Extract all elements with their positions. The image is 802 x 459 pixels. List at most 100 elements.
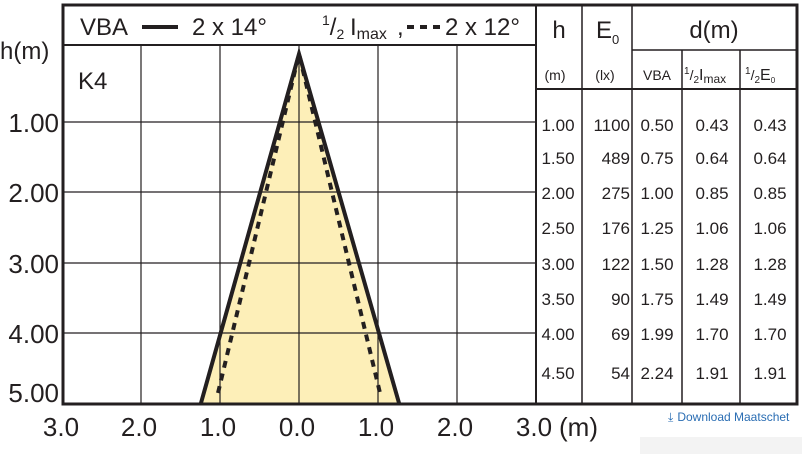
cell-e: 0.43 [753, 116, 786, 135]
x-tick: 0.0 [279, 412, 315, 442]
header-d-vba: VBA [643, 67, 672, 83]
table-row: 2.50 176 1.25 1.06 1.06 [541, 219, 786, 238]
header-e0: E0 [596, 17, 619, 47]
y-tick: 1.00 [8, 108, 59, 138]
cell-e: 1.91 [753, 364, 786, 383]
legend-separator: , [397, 14, 404, 41]
cell-vba: 1.25 [640, 219, 673, 238]
table-row: 3.50 90 1.75 1.49 1.49 [541, 290, 786, 309]
cell-e: 1.28 [753, 255, 786, 274]
header-d-imax: 1/2Imax [684, 66, 726, 86]
table-row: 1.00 1100 0.50 0.43 0.43 [541, 116, 786, 135]
cell-e0: 275 [602, 184, 630, 203]
x-tick: 1.0 [200, 412, 236, 442]
header-h-unit: (m) [545, 67, 566, 83]
beam-plot [63, 45, 536, 404]
header-h: h [552, 17, 565, 44]
cell-vba: 1.75 [640, 290, 673, 309]
table-row: 4.50 54 2.24 1.91 1.91 [541, 364, 786, 383]
cell-h: 4.50 [541, 364, 574, 383]
cell-imax: 1.49 [695, 290, 728, 309]
table-header: h E0 d(m) (m) (lx) VBA 1/2Imax 1/2E0 [545, 17, 776, 86]
cell-h: 2.00 [541, 184, 574, 203]
cell-h: 2.50 [541, 219, 574, 238]
x-tick: 2.0 [121, 412, 157, 442]
cell-imax: 1.70 [695, 325, 728, 344]
half-sup: 1 [745, 66, 751, 77]
download-label: Download Maatschet [677, 410, 790, 424]
y-tick: 5.00 [8, 378, 59, 408]
y-axis-label: h(m) [0, 38, 49, 65]
cell-e0: 54 [611, 364, 630, 383]
download-link[interactable]: ⤓ Download Maatschet [668, 408, 789, 426]
cell-h: 4.00 [541, 325, 574, 344]
solid-beam-line [199, 46, 401, 404]
half-sub: 2 [754, 75, 760, 86]
y-axis-ticks: 1.00 2.00 3.00 4.00 5.00 [8, 108, 59, 408]
table-row: 1.50 489 0.75 0.64 0.64 [541, 149, 786, 168]
half-slash: / [751, 67, 755, 83]
e-sub: 0 [771, 76, 776, 85]
cell-imax: 1.28 [695, 255, 728, 274]
legend-half-sub: 2 [336, 26, 344, 42]
cell-e: 1.06 [753, 219, 786, 238]
header-e0-e: E [596, 17, 612, 44]
table-row: 2.00 275 1.00 0.85 0.85 [541, 184, 786, 203]
header-e0-sub: 0 [612, 32, 619, 47]
x-tick: 3.0 [516, 412, 552, 442]
cell-vba: 1.00 [640, 184, 673, 203]
cell-imax: 0.43 [695, 116, 728, 135]
legend-imax-i: I [350, 14, 357, 41]
cell-e: 1.49 [753, 290, 786, 309]
legend-solid-label: VBA [80, 14, 128, 41]
cell-e: 0.85 [753, 184, 786, 203]
legend-imax: Imax [350, 14, 387, 43]
cell-h: 1.50 [541, 149, 574, 168]
y-tick: 2.00 [8, 178, 59, 208]
x-tick: 3.0 [43, 412, 79, 442]
y-tick: 3.00 [8, 249, 59, 279]
header-d: d(m) [689, 17, 738, 44]
grid-lines [63, 45, 536, 403]
cell-e0: 176 [602, 219, 630, 238]
half-slash: / [690, 67, 694, 83]
download-arrow-icon: ⤓ [668, 409, 674, 424]
e-e: E [760, 67, 771, 84]
y-tick: 4.00 [8, 319, 59, 349]
cell-imax: 0.85 [695, 184, 728, 203]
cell-e0: 122 [602, 255, 630, 274]
cell-imax: 1.91 [695, 364, 728, 383]
header-d-e: 1/2E0 [745, 66, 776, 86]
outer-frame [61, 3, 799, 406]
cell-imax: 1.06 [695, 219, 728, 238]
diagram-frame [61, 3, 799, 406]
footer-strip [640, 437, 802, 454]
x-tick: 2.0 [437, 412, 473, 442]
cell-imax: 0.64 [695, 149, 728, 168]
cell-e0: 489 [602, 149, 630, 168]
cell-e0: 69 [611, 325, 630, 344]
cell-vba: 0.50 [640, 116, 673, 135]
cell-e0: 90 [611, 290, 630, 309]
legend-half-slash: / [330, 14, 337, 41]
half-sub: 2 [693, 75, 699, 86]
legend-half-fraction: 1/2 [322, 12, 344, 42]
imax-i: I [699, 67, 703, 84]
legend-imax-sub: max [357, 26, 387, 43]
cell-vba: 2.24 [640, 364, 673, 383]
table-row: 3.00 122 1.50 1.28 1.28 [541, 255, 786, 274]
legend-half-sup: 1 [322, 12, 330, 28]
legend-solid-value: 2 x 14° [192, 14, 267, 41]
cell-e0: 1100 [593, 116, 630, 135]
cell-h: 1.00 [541, 116, 574, 135]
table-row: 4.00 69 1.99 1.70 1.70 [541, 325, 786, 344]
table-rows: 1.00 1100 0.50 0.43 0.43 1.50 489 0.75 0.64 0.64 2… [541, 116, 786, 383]
header-e0-unit: (lx) [595, 67, 614, 83]
cell-h: 3.00 [541, 255, 574, 274]
half-sup: 1 [684, 66, 690, 77]
lamp-code: K4 [78, 68, 107, 95]
legend: VBA 2 x 14° 1/2 Imax , 2 x 12° [80, 12, 520, 43]
x-tick: 1.0 [358, 412, 394, 442]
